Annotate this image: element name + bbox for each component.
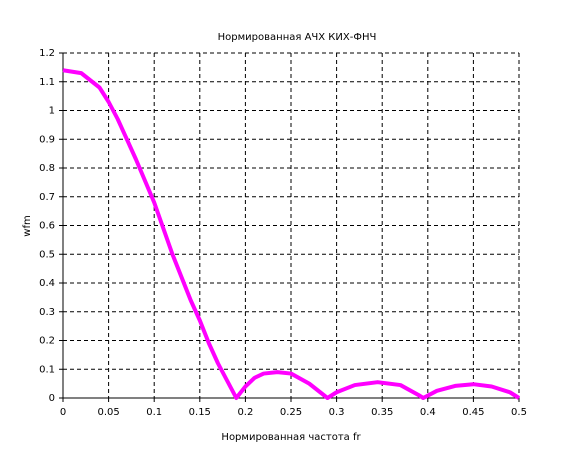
x-tick-label: 0.4 [420,407,436,418]
y-tick-label: 0.1 [39,364,55,375]
y-tick-label: 0.7 [39,192,55,203]
chart-title: Нормированная АЧХ КИХ-ФНЧ [218,32,377,43]
y-tick-label: 0.6 [39,221,55,232]
y-tick-label: 1.2 [39,48,55,59]
x-tick-label: 0.1 [146,407,162,418]
x-tick-label: 0.5 [511,407,527,418]
y-tick-label: 0.2 [39,336,55,347]
x-tick-label: 0.2 [237,407,253,418]
x-tick-label: 0.05 [97,407,119,418]
y-tick-label: 0.4 [39,278,55,289]
x-tick-label: 0.15 [189,407,211,418]
y-tick-label: 0 [49,393,55,404]
x-tick-label: 0.35 [371,407,393,418]
x-tick-label: 0.25 [280,407,302,418]
y-tick-label: 0.8 [39,163,55,174]
y-tick-label: 1 [49,106,55,117]
y-tick-label: 0.5 [39,249,55,260]
y-tick-label: 0.9 [39,134,55,145]
x-axis-label: Нормированная частота fr [221,432,361,443]
y-axis-label: wfm [22,215,33,236]
x-tick-label: 0.3 [329,407,345,418]
line-series [62,68,521,400]
y-tick-label: 1.1 [39,77,55,88]
x-tick-label: 0.45 [462,407,484,418]
y-tick-label: 0.3 [39,307,55,318]
x-tick-label: 0 [60,407,66,418]
